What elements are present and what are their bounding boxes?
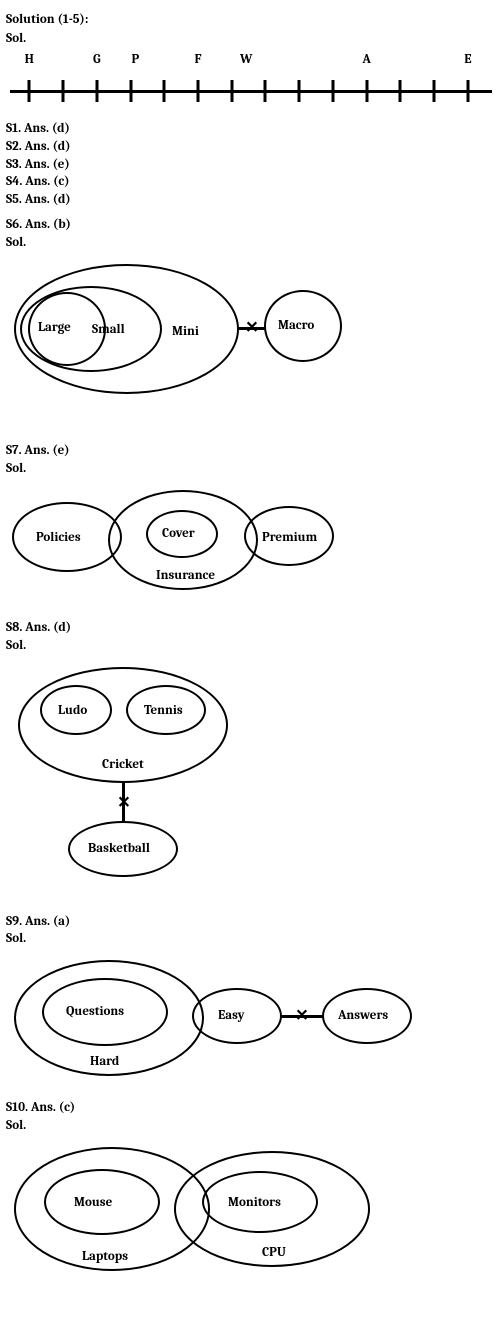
venn-label: Answers [338,1008,388,1025]
numline-tick [298,80,301,102]
venn-label: Basketball [88,841,150,858]
numline-tick [466,80,469,102]
numline-tick [163,80,166,102]
venn-label: Cricket [102,757,144,774]
venn-label: Premium [262,530,317,547]
sol-label: Sol. [6,31,496,48]
venn-label: Hard [90,1054,119,1071]
number-line-diagram: HGPFWAE [6,48,496,120]
venn-label: Monitors [228,1195,281,1212]
s8-venn-diagram: ✕ Ludo Tennis Cricket Basketball [6,661,306,891]
x-mark-icon: ✕ [295,1006,308,1027]
numline-label: H [25,52,34,69]
numline-label: W [240,52,252,69]
numline-label: E [464,52,471,69]
venn-label: Cover [162,526,195,543]
number-line-axis [10,90,492,93]
numline-tick [129,80,132,102]
s6-answer: S6. Ans. (b) [6,217,496,234]
numline-tick [230,80,233,102]
answer-line: S3. Ans. (e) [6,157,496,174]
venn-label: Large [38,320,71,337]
answer-line: S1. Ans. (d) [6,121,496,138]
numline-tick [433,80,436,102]
solutions-heading: Solution (1-5): [6,12,496,29]
numline-label: F [194,52,201,69]
s9-sol: Sol. [6,931,496,948]
answer-line: S2. Ans. (d) [6,139,496,156]
numline-tick [62,80,65,102]
numline-tick [331,80,334,102]
venn-label: Laptops [82,1249,128,1266]
numline-tick [95,80,98,102]
venn-label: Macro [278,318,314,335]
venn-label: Mouse [74,1195,112,1212]
venn-label: Policies [36,530,81,547]
numline-tick [399,80,402,102]
s10-sol: Sol. [6,1118,496,1135]
venn-label: CPU [262,1245,286,1262]
numline-tick [196,80,199,102]
venn-label: Small [92,322,125,339]
answers-list: S1. Ans. (d)S2. Ans. (d)S3. Ans. (e)S4. … [6,121,496,209]
numline-label: P [131,52,139,69]
numline-label: A [362,52,371,69]
s8-answer: S8. Ans. (d) [6,620,496,637]
answer-line: S5. Ans. (d) [6,192,496,209]
s9-venn-diagram: ✕ Questions Hard Easy Answers [6,954,426,1084]
s6-sol: Sol. [6,235,496,252]
venn-label: Questions [66,1004,124,1021]
s6-venn-diagram: ✕ Large Small Mini Macro [6,258,366,408]
numline-tick [365,80,368,102]
s10-venn-diagram: Mouse Laptops Monitors CPU [6,1141,406,1281]
answer-line: S4. Ans. (c) [6,174,496,191]
s9-answer: S9. Ans. (a) [6,914,496,931]
venn-label: Insurance [156,568,215,585]
numline-tick [28,80,31,102]
s8-sol: Sol. [6,638,496,655]
s10-answer: S10. Ans. (c) [6,1100,496,1117]
numline-label: G [93,52,101,69]
s7-sol: Sol. [6,461,496,478]
venn-label: Mini [172,324,199,341]
venn-label: Easy [218,1008,245,1025]
venn-label: Ludo [58,703,87,720]
venn-label: Tennis [144,703,183,720]
s7-answer: S7. Ans. (e) [6,443,496,460]
x-mark-icon: ✕ [117,792,130,813]
x-mark-icon: ✕ [245,318,258,339]
numline-tick [264,80,267,102]
s7-venn-diagram: Policies Cover Insurance Premium [6,484,366,604]
